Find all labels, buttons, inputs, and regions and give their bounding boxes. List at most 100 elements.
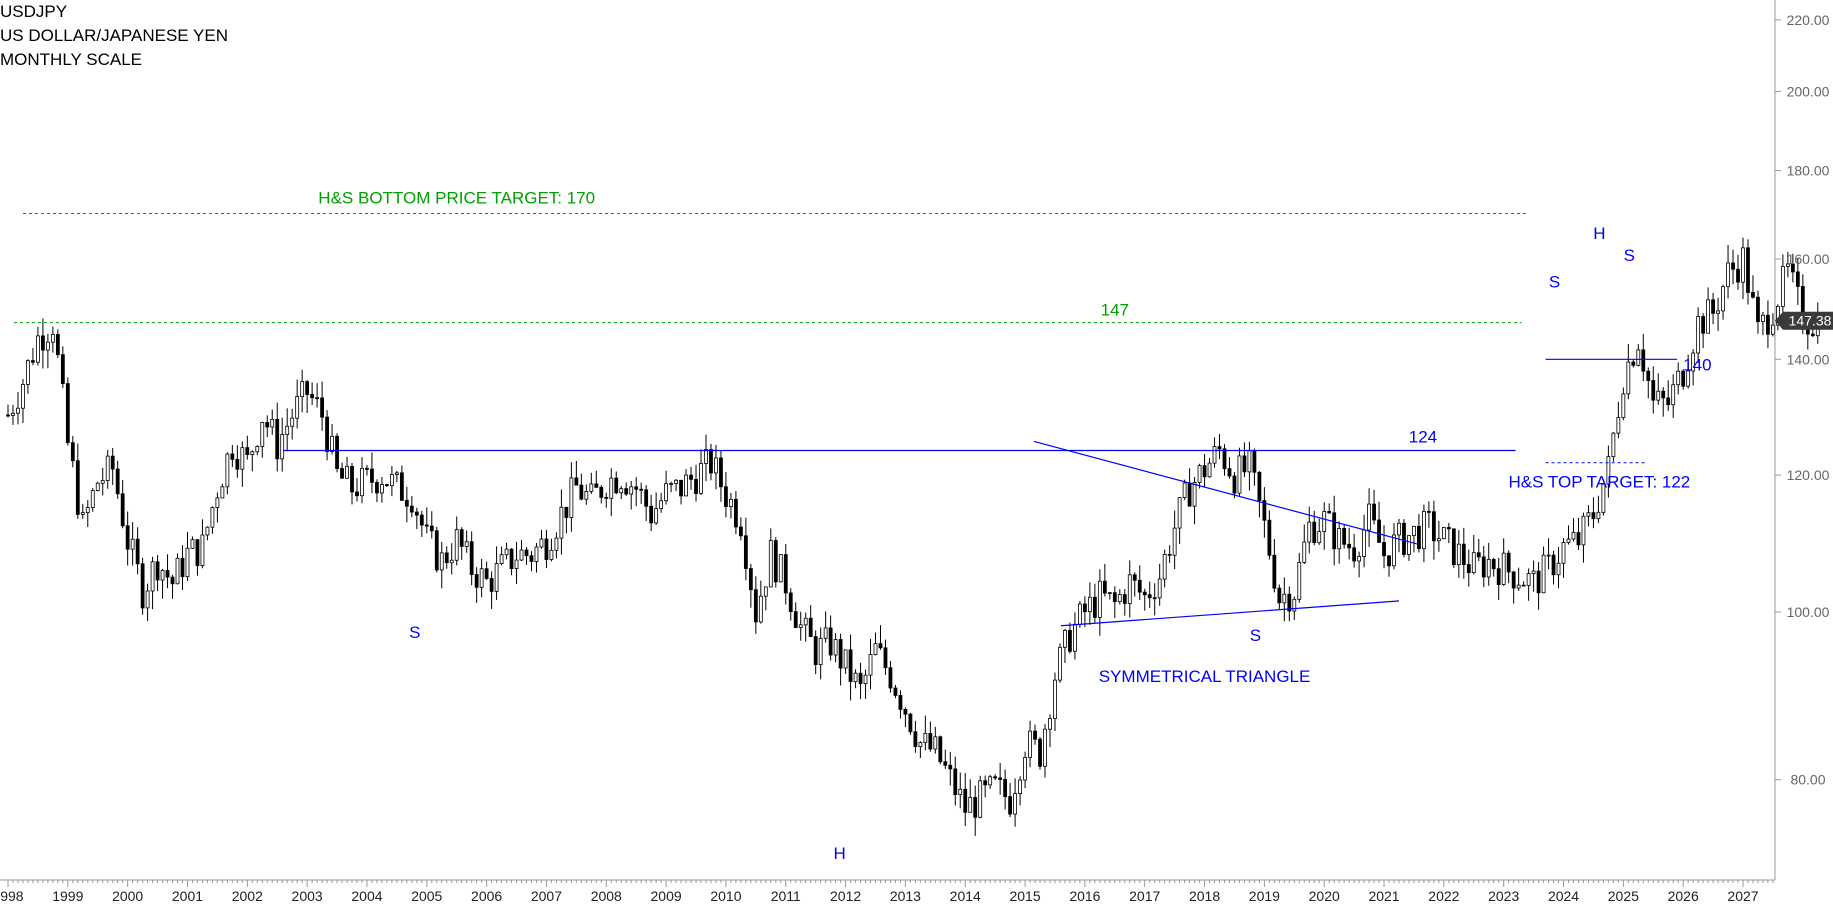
candle-body bbox=[823, 627, 828, 639]
candle-body bbox=[1422, 511, 1426, 550]
candle-body bbox=[55, 334, 60, 356]
candle-body bbox=[793, 611, 798, 628]
candle-body bbox=[125, 525, 130, 550]
x-tick-label: 2016 bbox=[1069, 888, 1100, 904]
x-tick-label: 2001 bbox=[172, 888, 203, 904]
candle-body bbox=[190, 539, 195, 549]
candle-body bbox=[1207, 462, 1212, 478]
candle-body bbox=[1561, 542, 1566, 564]
candle-body bbox=[1641, 349, 1646, 372]
x-tick-label: 2017 bbox=[1129, 888, 1160, 904]
candle-body bbox=[1267, 519, 1272, 556]
candle-body bbox=[50, 334, 55, 343]
y-tick-label: 120.00 bbox=[1787, 467, 1830, 483]
candle-body bbox=[858, 672, 863, 685]
left-shoulder-label: S bbox=[409, 623, 420, 642]
x-tick-label: 2012 bbox=[830, 888, 861, 904]
candle-body bbox=[1526, 573, 1531, 586]
candle-body bbox=[1302, 541, 1307, 563]
x-tick-label: 2000 bbox=[112, 888, 143, 904]
last-price-tag bbox=[1775, 311, 1833, 330]
candle-body bbox=[743, 535, 748, 569]
candle-body bbox=[80, 512, 85, 515]
candle-body bbox=[1681, 370, 1686, 387]
candle-body bbox=[210, 507, 215, 528]
candle-body bbox=[1576, 532, 1581, 546]
candle-body bbox=[1147, 594, 1152, 599]
candle-body bbox=[973, 797, 978, 818]
candle-body bbox=[115, 468, 120, 495]
candle-body bbox=[878, 643, 883, 649]
candle-body bbox=[135, 538, 140, 565]
candle-body bbox=[863, 674, 868, 685]
candle-body bbox=[1237, 455, 1242, 494]
candle-body bbox=[1646, 370, 1651, 381]
candle-body bbox=[429, 525, 434, 532]
candle-body bbox=[1217, 446, 1222, 450]
candle-body bbox=[1766, 314, 1770, 335]
annotation-lines bbox=[13, 212, 1678, 627]
candle-body bbox=[564, 506, 569, 518]
candle-body bbox=[773, 540, 778, 583]
candle-body bbox=[155, 561, 160, 581]
candle-body bbox=[1117, 594, 1122, 603]
candle-body bbox=[150, 561, 155, 592]
candle-body bbox=[1262, 500, 1267, 521]
candle-body bbox=[290, 417, 295, 427]
candle-body bbox=[763, 586, 768, 597]
candle-body bbox=[868, 654, 873, 676]
candle-body bbox=[1122, 594, 1127, 604]
candle-body bbox=[1741, 247, 1745, 283]
candle-body bbox=[1556, 562, 1561, 576]
candle-body bbox=[1137, 579, 1142, 593]
top-right-shoulder-label: S bbox=[1624, 246, 1635, 265]
candle-body bbox=[275, 419, 280, 460]
candle-body bbox=[200, 534, 205, 566]
candle-body bbox=[1626, 361, 1631, 395]
candle-body bbox=[699, 463, 703, 494]
candle-body bbox=[1446, 527, 1451, 530]
candle-body bbox=[340, 468, 344, 479]
x-tick-label: 2010 bbox=[710, 888, 741, 904]
candle-body bbox=[719, 457, 723, 488]
chart-title-block: USDJPY US DOLLAR/JAPANESE YEN MONTHLY SC… bbox=[0, 0, 228, 72]
candle-body bbox=[1008, 796, 1013, 815]
candle-body bbox=[419, 514, 424, 526]
candle-body bbox=[335, 435, 339, 469]
candle-body bbox=[1521, 584, 1526, 587]
candle-body bbox=[1466, 564, 1471, 574]
candle-body bbox=[439, 552, 444, 571]
candle-body bbox=[544, 538, 549, 560]
candle-body bbox=[813, 636, 818, 666]
candle-body bbox=[1112, 592, 1117, 603]
candle-body bbox=[230, 453, 235, 460]
candle-body bbox=[380, 484, 384, 494]
candle-body bbox=[1726, 262, 1730, 288]
candle-body bbox=[1736, 268, 1740, 283]
candle-body bbox=[903, 708, 908, 715]
candle-body bbox=[434, 530, 439, 571]
candle-body bbox=[75, 460, 80, 515]
annotation-labels: H&S BOTTOM PRICE TARGET: 170 147 124 140 H&S… bbox=[318, 188, 1711, 863]
candle-body bbox=[1282, 593, 1287, 604]
level-147-label: 147 bbox=[1101, 301, 1129, 320]
candle-body bbox=[454, 529, 459, 561]
candle-body bbox=[1431, 511, 1436, 542]
candle-body bbox=[908, 713, 913, 733]
candle-body bbox=[818, 637, 823, 666]
candle-body bbox=[1771, 324, 1775, 335]
candle-body bbox=[1167, 553, 1172, 556]
candle-body bbox=[1028, 730, 1032, 758]
candle-body bbox=[1092, 596, 1097, 618]
candle-body bbox=[1412, 525, 1416, 536]
candle-body bbox=[300, 381, 305, 398]
candle-body bbox=[1023, 757, 1027, 781]
candle-body bbox=[933, 736, 938, 750]
candle-body bbox=[1352, 547, 1357, 562]
candle-body bbox=[170, 576, 175, 585]
candle-body bbox=[404, 499, 409, 507]
candle-body bbox=[1327, 511, 1332, 514]
level-124-label: 124 bbox=[1409, 427, 1437, 446]
candle-body bbox=[1367, 503, 1371, 531]
candle-body bbox=[1691, 352, 1696, 372]
